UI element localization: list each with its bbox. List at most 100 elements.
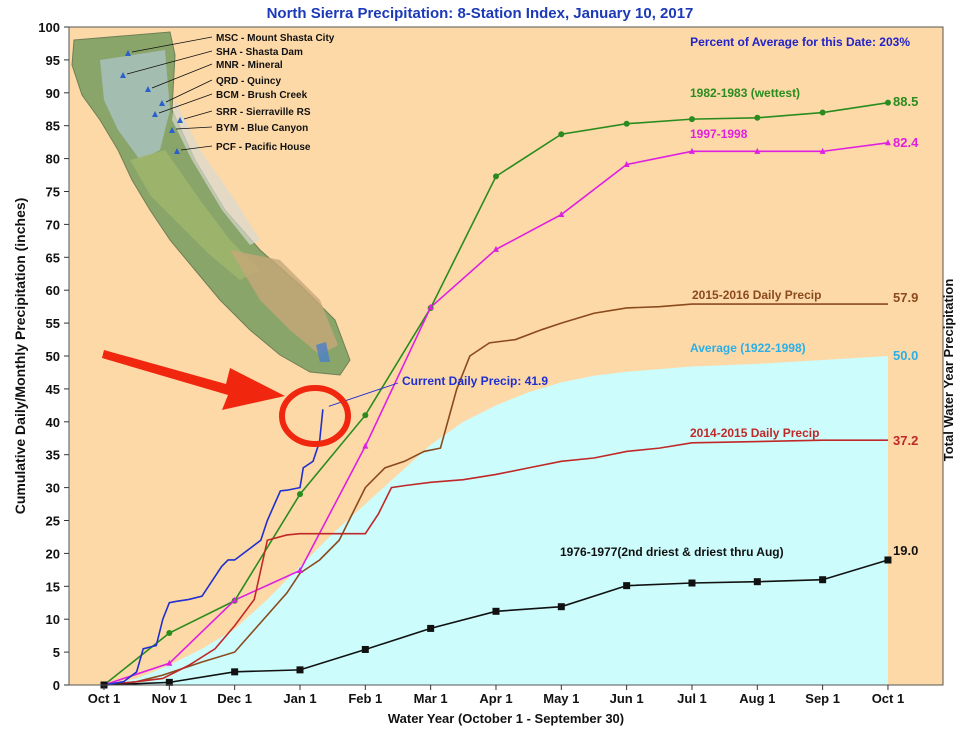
x-tick-label: Sep 1: [805, 691, 840, 706]
data-point: [688, 116, 695, 123]
station-marker: [174, 148, 180, 154]
data-point: [623, 120, 630, 127]
series-name-label: 1976-1977(2nd driest & driest thru Aug): [560, 545, 784, 559]
data-point: [819, 576, 827, 584]
station-label: BYM - Blue Canyon: [216, 123, 308, 134]
y-tick-label: 15: [46, 579, 60, 594]
data-point: [361, 645, 369, 653]
x-axis-label: Water Year (October 1 - September 30): [388, 711, 624, 726]
data-point: [819, 147, 826, 154]
station-marker: [125, 50, 131, 56]
y-tick-label: 90: [46, 86, 60, 101]
y-axis: 0 5 10 15 20 25 30 35 40 45 50 55 60 65 70 75 80 85 90 95 10…: [38, 20, 69, 693]
station-label: SHA - Shasta Dam: [216, 47, 303, 58]
series-name-label: Current Daily Precip: 41.9: [402, 374, 548, 388]
series-line: [103, 409, 324, 686]
x-tick-label: Dec 1: [217, 691, 252, 706]
series-line: [103, 439, 888, 686]
data-point: [884, 99, 891, 106]
data-point: [623, 582, 631, 590]
data-point: [165, 678, 173, 686]
series-total-label: 37.2: [893, 433, 918, 448]
chart-title: North Sierra Precipitation: 8-Station In…: [267, 5, 694, 22]
station-pointer: [151, 63, 213, 89]
x-tick-label: Feb 1: [348, 691, 382, 706]
y-tick-label: 0: [53, 678, 60, 693]
y-tick-label: 35: [46, 448, 60, 463]
data-point: [623, 161, 630, 168]
data-point: [754, 147, 761, 154]
data-point: [166, 630, 173, 637]
data-point: [688, 579, 696, 587]
data-point: [884, 139, 891, 146]
y-tick-label: 25: [46, 514, 60, 529]
y-tick-label: 85: [46, 119, 60, 134]
station-pointer: [175, 126, 213, 130]
y-tick-label: 100: [38, 20, 60, 35]
series-name-label: 2015-2016 Daily Precip: [692, 288, 821, 302]
average-area-group: [104, 356, 888, 685]
y-tick-label: 40: [46, 415, 60, 430]
y-tick-label: 30: [46, 481, 60, 496]
series-line: [103, 303, 888, 686]
x-tick-label: Aug 1: [739, 691, 775, 706]
data-point: [558, 131, 565, 138]
data-point: [558, 211, 565, 218]
station-label: QRD - Quincy: [216, 76, 281, 87]
series-total-label: 88.5: [893, 94, 918, 109]
x-tick-label: Oct 1: [88, 691, 121, 706]
station-marker: [177, 117, 183, 123]
highlight-circle: [279, 385, 351, 447]
data-point: [296, 567, 303, 574]
y-axis-right-label: Total Water Year Precipitation: [941, 279, 956, 462]
station-label: PCF - Pacific House: [216, 142, 311, 153]
y-tick-label: 45: [46, 382, 60, 397]
series-total-label: 50.0: [893, 348, 918, 363]
data-point: [492, 173, 499, 180]
data-point: [754, 114, 761, 121]
station-marker: [145, 86, 151, 92]
data-point: [166, 659, 173, 666]
station-marker: [120, 72, 126, 78]
station-label: BCM - Brush Creek: [216, 90, 308, 101]
california-map: [71, 31, 351, 376]
y-tick-label: 80: [46, 152, 60, 167]
series-labels: 1982-1983 (wettest) 88.5 1997-1998 82.4 2015…: [328, 86, 919, 559]
data-point: [296, 491, 303, 498]
data-point: [231, 668, 239, 676]
station-pointer: [180, 145, 213, 151]
average-area: [104, 356, 888, 685]
red-arrow-annotation: [102, 350, 351, 447]
y-tick-label: 50: [46, 349, 60, 364]
station-label: SRR - Sierraville RS: [216, 107, 311, 118]
station-legend: MSC - Mount Shasta City SHA - Shasta Dam M…: [120, 33, 335, 154]
series-total-label: 19.0: [893, 543, 918, 558]
x-tick-label: May 1: [543, 691, 579, 706]
series-name-label: Average (1922-1998): [690, 341, 806, 355]
data-point: [557, 603, 565, 611]
data-point: [427, 303, 434, 310]
data-point: [362, 412, 369, 419]
y-tick-label: 65: [46, 250, 60, 265]
x-tick-label: Jun 1: [610, 691, 644, 706]
station-pointer: [165, 79, 213, 103]
station-pointer: [158, 93, 213, 114]
station-marker: [152, 111, 158, 117]
data-point: [753, 578, 761, 586]
y-tick-label: 95: [46, 53, 60, 68]
y-tick-label: 70: [46, 217, 60, 232]
station-label: MNR - Mineral: [216, 60, 283, 71]
series-name-label: 1997-1998: [690, 127, 748, 141]
series-name-label: 1982-1983 (wettest): [690, 86, 800, 100]
data-point: [492, 245, 499, 252]
station-pointer: [131, 36, 213, 53]
data-point: [362, 442, 369, 449]
station-label: MSC - Mount Shasta City: [216, 33, 335, 44]
x-tick-label: Jan 1: [283, 691, 316, 706]
x-tick-label: Mar 1: [414, 691, 448, 706]
y-tick-label: 75: [46, 185, 60, 200]
y-tick-label: 55: [46, 316, 60, 331]
y-tick-label: 10: [46, 612, 60, 627]
station-pointer: [183, 110, 213, 120]
